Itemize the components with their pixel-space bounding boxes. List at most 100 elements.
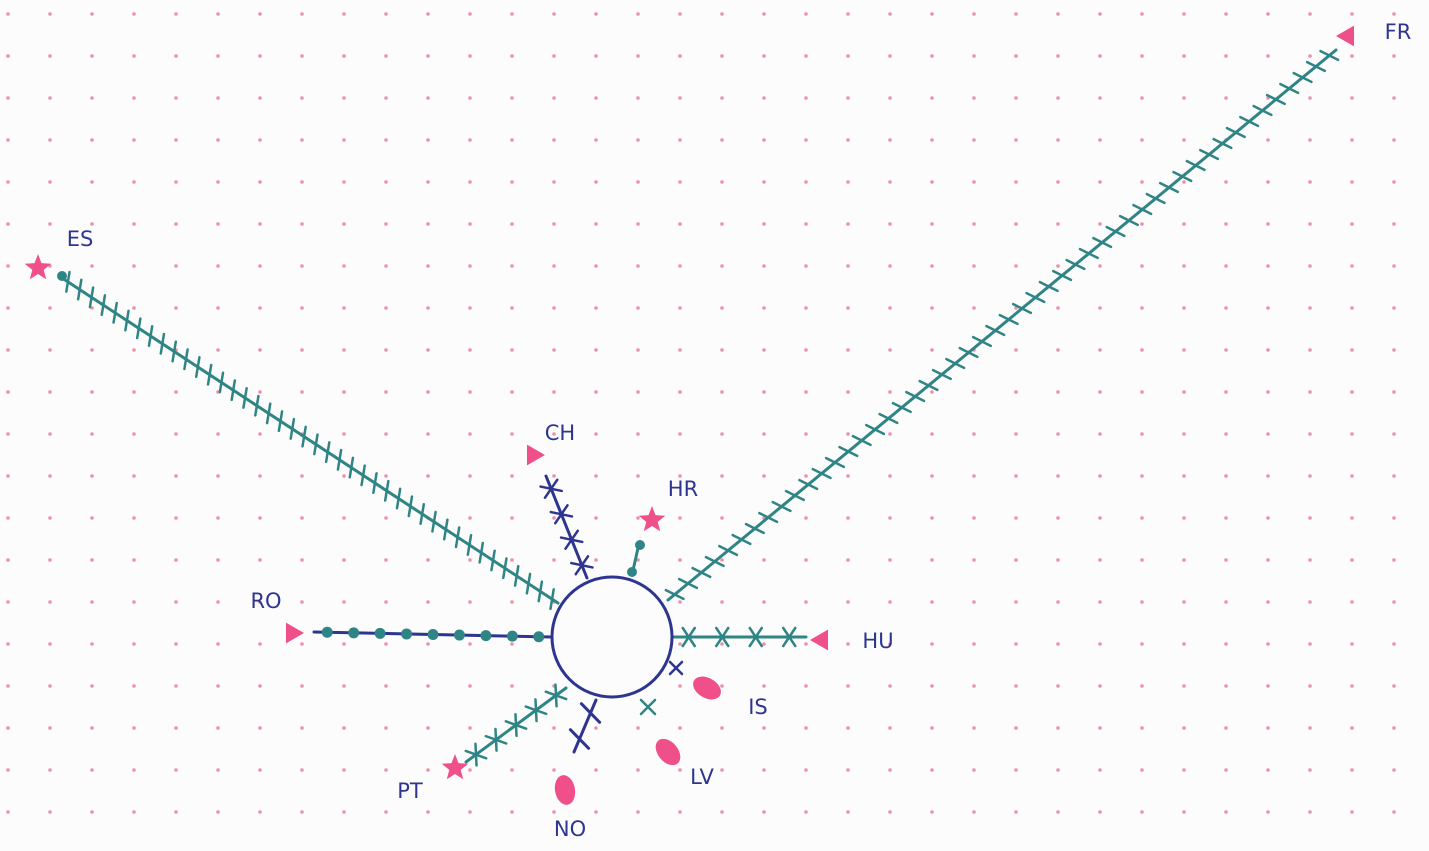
hatch <box>407 495 414 518</box>
hatch <box>183 348 189 371</box>
hatch <box>1158 181 1180 194</box>
hatch <box>147 325 154 348</box>
hatch <box>478 541 485 564</box>
node-label: CH <box>545 421 575 445</box>
cross <box>514 712 518 738</box>
hatch <box>905 390 926 403</box>
end-marker <box>655 738 681 766</box>
hatch <box>664 588 685 601</box>
hatch <box>1145 192 1166 205</box>
hatch <box>502 557 508 580</box>
hatch <box>1199 148 1220 161</box>
hatch <box>985 324 1006 337</box>
hatch <box>1038 280 1059 293</box>
hub <box>550 575 674 699</box>
hatch <box>1225 126 1246 139</box>
bead <box>427 629 439 640</box>
bead <box>627 567 637 577</box>
hatch <box>313 433 319 456</box>
hatch <box>194 356 201 378</box>
hatch <box>442 518 449 541</box>
hatch <box>798 478 819 491</box>
cross <box>782 626 797 648</box>
hatch <box>744 522 765 535</box>
hatch <box>971 335 993 348</box>
hatch <box>1292 71 1313 84</box>
hatch <box>958 346 979 359</box>
hatch <box>1305 60 1327 73</box>
end-marker <box>554 775 576 805</box>
node-label: LV <box>690 765 714 789</box>
hatch <box>65 270 71 293</box>
bead <box>506 630 518 642</box>
hatch <box>100 294 107 317</box>
hatch <box>395 487 402 510</box>
hatch <box>171 340 178 363</box>
bead <box>401 628 413 640</box>
hatch <box>549 588 555 611</box>
bead <box>453 629 465 641</box>
cross <box>715 626 730 648</box>
hatch <box>1011 302 1033 315</box>
cross <box>559 536 584 544</box>
cross <box>549 510 574 518</box>
node-label: FR <box>1385 20 1412 44</box>
hatch <box>466 533 473 556</box>
hatch <box>254 394 260 417</box>
end-marker <box>527 444 545 466</box>
hatch <box>1172 170 1193 183</box>
hatch <box>525 572 532 595</box>
bead <box>480 630 492 642</box>
hatch <box>419 503 426 525</box>
end-marker <box>441 754 469 780</box>
bead <box>635 540 645 550</box>
hatch <box>718 544 739 557</box>
hatch <box>1212 137 1233 150</box>
cross <box>639 698 657 716</box>
hatch <box>289 417 296 440</box>
hatch <box>1265 93 1286 106</box>
hatch <box>336 448 343 471</box>
hatch <box>348 456 355 479</box>
hatch <box>301 425 307 448</box>
hatch <box>112 301 118 324</box>
hatch <box>811 467 832 480</box>
end-marker <box>810 629 828 651</box>
hatch <box>360 464 366 487</box>
hatch <box>124 309 130 332</box>
node-label: RO <box>250 589 281 613</box>
hatch <box>691 566 712 579</box>
hatch <box>513 564 520 587</box>
spoke-line <box>666 48 1338 602</box>
hatch <box>1239 115 1260 128</box>
cross <box>681 626 696 648</box>
cross <box>570 561 594 569</box>
hatch <box>135 317 142 340</box>
node-label: PT <box>397 779 423 803</box>
hatch <box>918 379 939 392</box>
hatch <box>454 526 461 549</box>
hatch <box>865 423 886 436</box>
hatch <box>784 489 805 502</box>
cross <box>748 626 763 648</box>
slash <box>568 728 591 750</box>
spokes <box>24 25 1354 805</box>
hatch <box>242 386 248 409</box>
spoke-line <box>544 474 589 580</box>
cross <box>494 727 498 752</box>
hatch <box>218 371 225 394</box>
hatch <box>998 313 1019 326</box>
hatch <box>1118 214 1139 227</box>
cross <box>539 485 563 493</box>
node-label: ES <box>67 227 94 251</box>
end-marker <box>24 254 52 280</box>
hatch <box>1052 269 1073 282</box>
hatch <box>265 402 272 425</box>
end-marker <box>693 676 721 700</box>
cross <box>668 660 684 676</box>
hatch <box>891 401 912 414</box>
bead <box>57 271 67 281</box>
hatch <box>88 286 95 309</box>
